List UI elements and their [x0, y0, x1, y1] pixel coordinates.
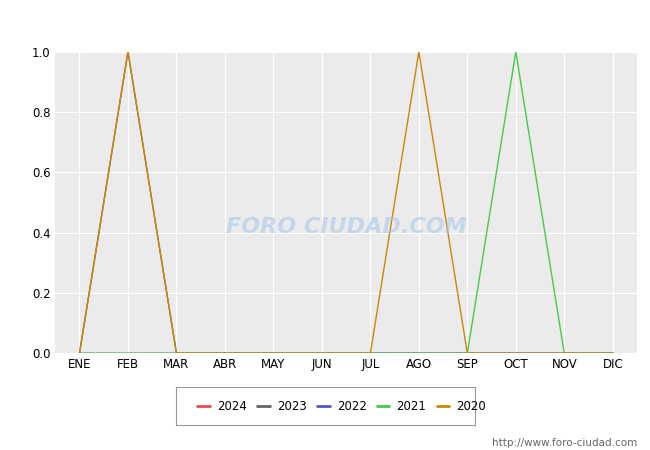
Text: Matriculaciones de Vehiculos en San Millán de Lara: Matriculaciones de Vehiculos en San Mill…	[120, 13, 530, 28]
Text: FORO CIUDAD.COM: FORO CIUDAD.COM	[226, 216, 467, 237]
Text: 2024: 2024	[217, 400, 247, 413]
Text: 2022: 2022	[337, 400, 367, 413]
Text: 2023: 2023	[277, 400, 307, 413]
Text: http://www.foro-ciudad.com: http://www.foro-ciudad.com	[492, 438, 637, 448]
Text: 2020: 2020	[456, 400, 486, 413]
Text: 2021: 2021	[396, 400, 426, 413]
